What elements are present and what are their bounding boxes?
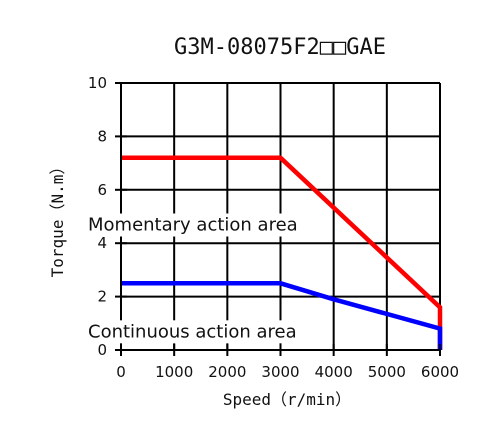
y-tick-label: 6 [97, 181, 107, 199]
momentary-area-label: Momentary action area [88, 215, 298, 236]
momentary-area-label-bg [86, 213, 300, 237]
y-tick-label: 0 [97, 341, 107, 359]
x-tick-label: 2000 [208, 363, 246, 381]
x-tick-label: 5000 [368, 363, 406, 381]
annotations: Momentary action area Continuous action a… [86, 213, 300, 344]
x-tick-label: 1000 [155, 363, 193, 381]
y-tick-label: 4 [97, 234, 107, 252]
continuous-area-label-bg [86, 320, 299, 344]
y-tick-label: 2 [97, 288, 107, 306]
grid [121, 82, 441, 350]
continuous-area-label: Continuous action area [88, 321, 297, 342]
x-axis-title: Speed（r/min） [223, 390, 351, 409]
x-tick-label: 4000 [315, 363, 353, 381]
y-tick-label: 10 [88, 74, 107, 92]
continuous-torque-line [121, 281, 443, 350]
x-tick-label: 0 [116, 363, 126, 381]
chart-title: G3M-08075F2□□GAE [174, 35, 386, 60]
y-tick-label: 8 [97, 127, 107, 145]
y-axis-title: Torque（N.m） [48, 159, 67, 278]
x-tick-label: 6000 [421, 363, 459, 381]
series-layer [121, 155, 443, 350]
x-tick-label: 3000 [261, 363, 299, 381]
